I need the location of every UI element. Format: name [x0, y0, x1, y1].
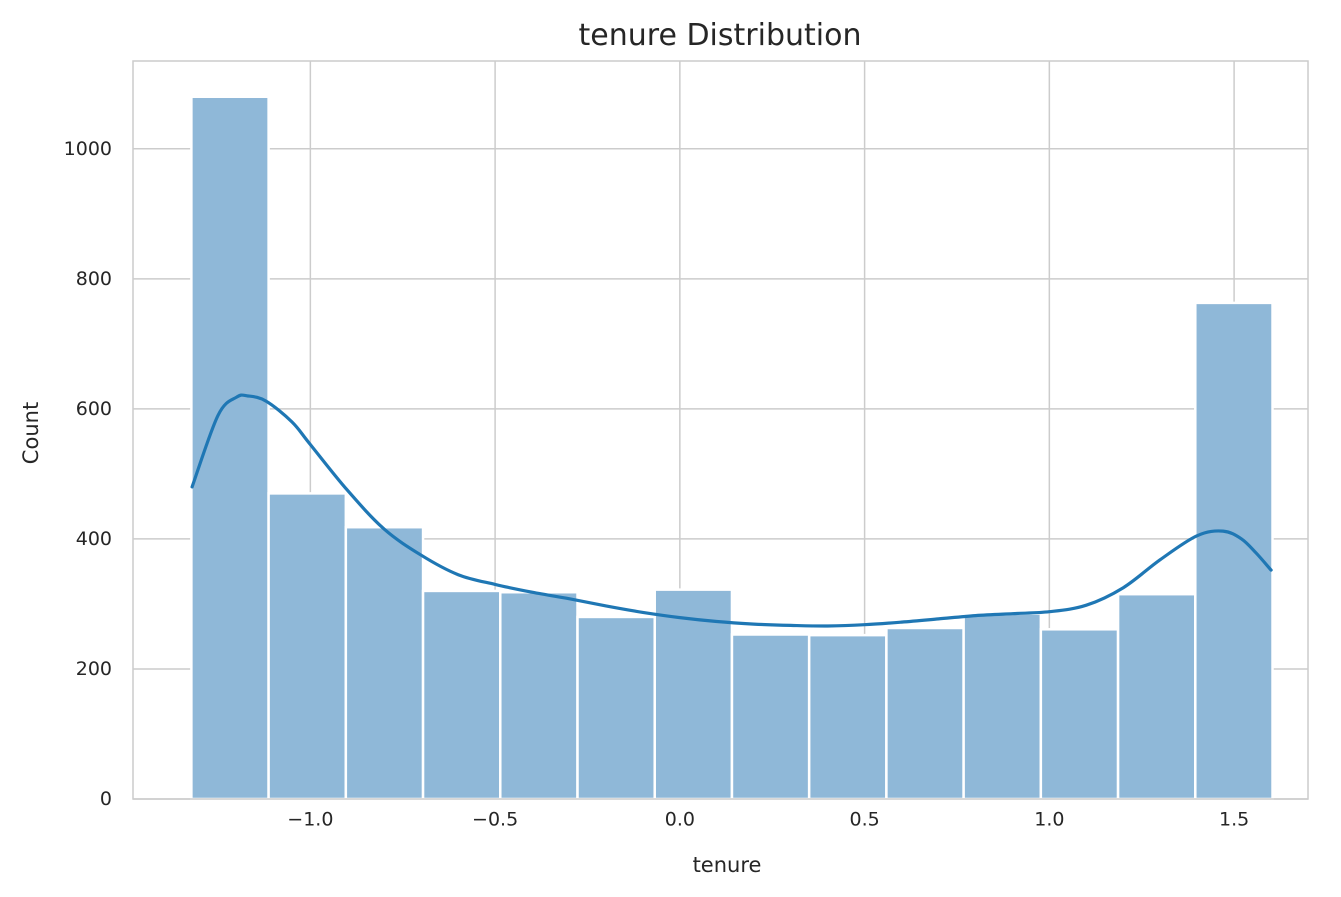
x-tick-label: −0.5: [472, 809, 518, 831]
x-tick-label: 1.5: [1219, 809, 1249, 831]
plot-frame: [132, 60, 1309, 800]
x-tick-label: 1.0: [1034, 809, 1064, 831]
histogram-bar: [885, 626, 965, 801]
histogram-bar: [190, 95, 270, 801]
x-tick-label: 0.0: [665, 809, 695, 831]
y-tick-label: 200: [76, 658, 112, 680]
x-axis-label: tenure: [693, 853, 762, 877]
histogram-bar: [1194, 301, 1274, 801]
y-tick-label: 1000: [64, 138, 112, 160]
kde-curve-group: [190, 393, 1273, 628]
histogram-bar: [1116, 592, 1197, 801]
x-tick-label: −1.0: [287, 809, 333, 831]
histogram-bar: [807, 633, 888, 801]
histogram-bar: [267, 492, 348, 801]
histogram-bar: [962, 612, 1043, 801]
x-tick-label: 0.5: [849, 809, 879, 831]
y-tick-label: 400: [76, 528, 112, 550]
histogram-bar: [421, 589, 502, 801]
histogram-bar: [344, 525, 425, 801]
x-tick-labels: −1.0 −0.5 0.0 0.5 1.0 1.5: [287, 809, 1249, 831]
y-tick-labels: 0 200 400 600 800 1000: [64, 138, 112, 810]
chart-title: tenure Distribution: [579, 18, 862, 53]
y-tick-label: 800: [76, 268, 112, 290]
histogram-bar: [499, 590, 579, 801]
y-tick-label: 0: [100, 788, 112, 810]
histogram-bar: [1039, 628, 1120, 801]
histogram-bar: [576, 615, 656, 801]
y-axis-label: Count: [19, 402, 43, 464]
y-tick-label: 600: [76, 398, 112, 420]
histogram-bar: [730, 633, 811, 801]
kde-line: [190, 393, 1273, 628]
histogram-bars: [190, 95, 1274, 801]
